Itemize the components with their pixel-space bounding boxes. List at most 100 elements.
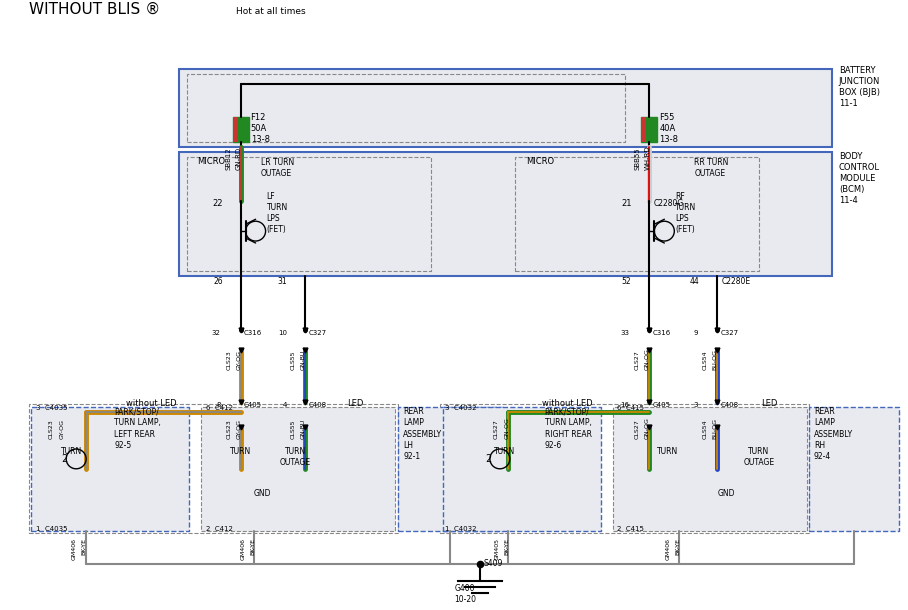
Text: GN-OG: GN-OG — [645, 348, 650, 370]
Text: BK-YE: BK-YE — [250, 538, 255, 555]
Text: RR TURN
OUTAGE: RR TURN OUTAGE — [695, 158, 728, 178]
Text: GY-OG: GY-OG — [236, 350, 242, 370]
Text: C405: C405 — [652, 403, 670, 409]
Text: F12
50A
13-8: F12 50A 13-8 — [251, 113, 270, 145]
Text: C316: C316 — [652, 330, 671, 336]
Text: GN-OG: GN-OG — [645, 417, 650, 439]
Bar — [443, 407, 600, 531]
Text: GND: GND — [717, 489, 735, 498]
Text: GY-OG: GY-OG — [60, 419, 64, 439]
Bar — [440, 404, 809, 533]
Text: CLS55: CLS55 — [291, 420, 296, 439]
Text: G400
10-20: G400 10-20 — [454, 584, 476, 604]
Text: C408: C408 — [309, 403, 327, 409]
Text: 9: 9 — [694, 330, 698, 336]
Text: GN-BU: GN-BU — [301, 418, 306, 439]
Text: GND: GND — [254, 489, 271, 498]
Text: CLS27: CLS27 — [635, 350, 640, 370]
Text: 6  C415: 6 C415 — [617, 406, 645, 411]
Text: 33: 33 — [620, 330, 629, 336]
Text: 31: 31 — [278, 277, 288, 285]
Text: 2  C412: 2 C412 — [206, 526, 232, 533]
Text: PARK/STOP/
TURN LAMP,
RIGHT REAR
92-6: PARK/STOP/ TURN LAMP, RIGHT REAR 92-6 — [545, 407, 592, 450]
Text: 3  C4035: 3 C4035 — [36, 406, 68, 411]
Text: 2: 2 — [61, 454, 67, 464]
Text: GM406: GM406 — [240, 538, 245, 560]
Text: CLS54: CLS54 — [703, 420, 707, 439]
Text: BATTERY
JUNCTION
BOX (BJB)
11-1: BATTERY JUNCTION BOX (BJB) 11-1 — [839, 66, 880, 108]
Text: CLS23: CLS23 — [49, 419, 54, 439]
Text: C405: C405 — [243, 403, 262, 409]
Bar — [31, 407, 189, 531]
Text: 52: 52 — [622, 277, 631, 285]
Text: 3  C4032: 3 C4032 — [445, 406, 477, 411]
Text: GM406: GM406 — [72, 538, 76, 560]
Text: GN-RD: GN-RD — [236, 146, 242, 170]
Bar — [187, 157, 431, 271]
Text: CLS54: CLS54 — [703, 350, 707, 370]
Bar — [232, 117, 238, 142]
Text: MICRO: MICRO — [526, 157, 554, 166]
Text: GM406: GM406 — [666, 538, 671, 560]
Text: BU-OG: BU-OG — [713, 349, 717, 370]
Text: 6  C412: 6 C412 — [206, 406, 232, 411]
Text: MICRO: MICRO — [197, 157, 225, 166]
Text: GN-BU: GN-BU — [301, 350, 306, 370]
Text: CLS23: CLS23 — [226, 419, 232, 439]
Text: TURN: TURN — [656, 447, 678, 456]
Text: SBB12: SBB12 — [226, 147, 232, 170]
Text: 21: 21 — [621, 199, 631, 209]
Bar — [399, 407, 503, 531]
Text: RF
TURN
LPS
(FET): RF TURN LPS (FET) — [676, 192, 696, 234]
Text: REAR
LAMP
ASSEMBLY
RH
92-4: REAR LAMP ASSEMBLY RH 92-4 — [814, 407, 853, 461]
Bar — [613, 407, 807, 531]
Text: TURN
OUTAGE: TURN OUTAGE — [280, 447, 311, 467]
Bar — [179, 69, 832, 147]
Text: PARK/STOP/
TURN LAMP,
LEFT REAR
92-5: PARK/STOP/ TURN LAMP, LEFT REAR 92-5 — [114, 407, 161, 450]
Text: C316: C316 — [243, 330, 262, 336]
Text: 22: 22 — [212, 199, 222, 209]
Text: without LED: without LED — [125, 400, 176, 409]
Text: GM405: GM405 — [494, 538, 499, 560]
Text: CLS55: CLS55 — [291, 350, 296, 370]
Text: CLS27: CLS27 — [635, 419, 640, 439]
Text: REAR
LAMP
ASSEMBLY
LH
92-1: REAR LAMP ASSEMBLY LH 92-1 — [403, 407, 442, 461]
Text: WITHOUT BLIS ®: WITHOUT BLIS ® — [29, 1, 161, 16]
Text: C2280G: C2280G — [654, 199, 684, 209]
Text: F55
40A
13-8: F55 40A 13-8 — [659, 113, 678, 145]
Bar — [29, 404, 399, 533]
Text: 2: 2 — [485, 454, 491, 464]
Text: 26: 26 — [213, 277, 222, 285]
Text: 1  C4032: 1 C4032 — [445, 526, 477, 533]
Text: GY-OG: GY-OG — [236, 419, 242, 439]
Text: WH-RD: WH-RD — [645, 145, 650, 170]
Text: 4: 4 — [283, 403, 288, 409]
Text: 44: 44 — [689, 277, 699, 285]
Text: C2280E: C2280E — [721, 277, 750, 285]
Bar — [515, 157, 759, 271]
Text: LED: LED — [347, 400, 363, 409]
Text: 16: 16 — [620, 403, 629, 409]
Bar — [641, 117, 646, 142]
Text: GN-OG: GN-OG — [504, 417, 509, 439]
Text: TURN: TURN — [494, 447, 516, 456]
Text: 10: 10 — [279, 330, 288, 336]
Bar — [641, 117, 657, 142]
Bar — [179, 152, 832, 276]
Text: BU-OG: BU-OG — [713, 418, 717, 439]
Text: without LED: without LED — [542, 400, 593, 409]
Text: C327: C327 — [309, 330, 327, 336]
Text: BODY
CONTROL
MODULE
(BCM)
11-4: BODY CONTROL MODULE (BCM) 11-4 — [839, 152, 880, 206]
Text: SBB55: SBB55 — [635, 147, 640, 170]
Text: LR TURN
OUTAGE: LR TURN OUTAGE — [261, 158, 294, 178]
Text: BK-YE: BK-YE — [504, 538, 509, 555]
Text: C408: C408 — [720, 403, 738, 409]
Text: Hot at all times: Hot at all times — [236, 7, 305, 16]
Text: CLS23: CLS23 — [226, 350, 232, 370]
Text: BK-YE: BK-YE — [82, 538, 86, 555]
Bar — [201, 407, 395, 531]
Text: 2  C415: 2 C415 — [617, 526, 645, 533]
Text: BK-YE: BK-YE — [676, 538, 681, 555]
Text: 32: 32 — [212, 330, 221, 336]
Text: CLS27: CLS27 — [493, 419, 498, 439]
